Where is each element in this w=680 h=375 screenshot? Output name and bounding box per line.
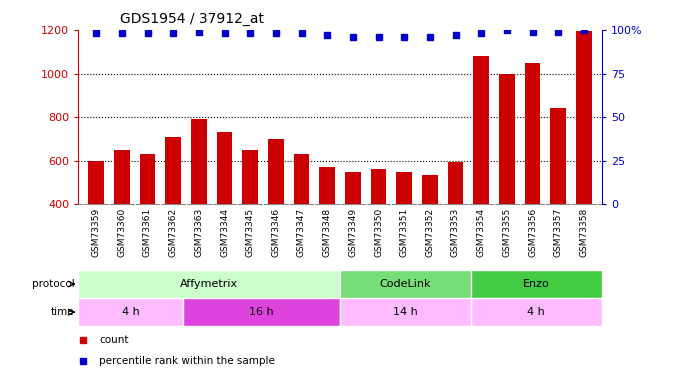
Bar xyxy=(78,298,183,326)
Text: GSM73354: GSM73354 xyxy=(477,208,486,257)
Bar xyxy=(345,172,360,292)
Text: GSM73358: GSM73358 xyxy=(579,208,588,257)
Bar xyxy=(551,108,566,292)
Bar xyxy=(320,167,335,292)
Bar xyxy=(114,150,129,292)
Text: GDS1954 / 37912_at: GDS1954 / 37912_at xyxy=(120,12,264,26)
Text: GSM73361: GSM73361 xyxy=(143,208,152,257)
Text: GSM73356: GSM73356 xyxy=(528,208,537,257)
Bar xyxy=(191,119,207,292)
Bar xyxy=(183,298,340,326)
Bar xyxy=(140,154,155,292)
Text: GSM73355: GSM73355 xyxy=(503,208,511,257)
Text: count: count xyxy=(99,335,129,345)
Text: GSM73350: GSM73350 xyxy=(374,208,383,257)
Text: GSM73347: GSM73347 xyxy=(297,208,306,257)
Text: CodeLink: CodeLink xyxy=(379,279,431,289)
Bar xyxy=(371,170,386,292)
Text: GSM73344: GSM73344 xyxy=(220,208,229,256)
Bar xyxy=(448,162,463,292)
Text: GSM73363: GSM73363 xyxy=(194,208,203,257)
Text: GSM73345: GSM73345 xyxy=(245,208,255,257)
Bar xyxy=(88,161,104,292)
Text: percentile rank within the sample: percentile rank within the sample xyxy=(99,356,275,366)
Bar xyxy=(243,150,258,292)
Text: Affymetrix: Affymetrix xyxy=(180,279,238,289)
Text: time: time xyxy=(51,307,75,317)
Bar xyxy=(294,154,309,292)
Text: GSM73349: GSM73349 xyxy=(348,208,357,257)
Bar xyxy=(499,74,515,292)
Text: GSM73353: GSM73353 xyxy=(451,208,460,257)
Text: GSM73346: GSM73346 xyxy=(271,208,280,257)
Text: protocol: protocol xyxy=(32,279,75,289)
Bar xyxy=(471,270,602,298)
Bar xyxy=(525,63,540,292)
Bar xyxy=(268,139,284,292)
Bar xyxy=(473,56,489,292)
Bar xyxy=(471,298,602,326)
Bar xyxy=(396,172,412,292)
Text: 4 h: 4 h xyxy=(528,307,545,317)
Text: GSM73351: GSM73351 xyxy=(400,208,409,257)
Bar xyxy=(576,31,592,292)
Bar xyxy=(340,298,471,326)
Text: 4 h: 4 h xyxy=(122,307,139,317)
Text: GSM73360: GSM73360 xyxy=(118,208,126,257)
Text: GSM73357: GSM73357 xyxy=(554,208,562,257)
Bar xyxy=(340,270,471,298)
Text: 14 h: 14 h xyxy=(393,307,418,317)
Bar xyxy=(422,175,437,292)
Bar xyxy=(78,270,340,298)
Text: 16 h: 16 h xyxy=(249,307,274,317)
Text: GSM73359: GSM73359 xyxy=(92,208,101,257)
Text: Enzo: Enzo xyxy=(523,279,549,289)
Text: GSM73352: GSM73352 xyxy=(425,208,435,257)
Bar xyxy=(165,137,181,292)
Bar xyxy=(217,132,232,292)
Text: GSM73348: GSM73348 xyxy=(323,208,332,257)
Text: GSM73362: GSM73362 xyxy=(169,208,177,257)
